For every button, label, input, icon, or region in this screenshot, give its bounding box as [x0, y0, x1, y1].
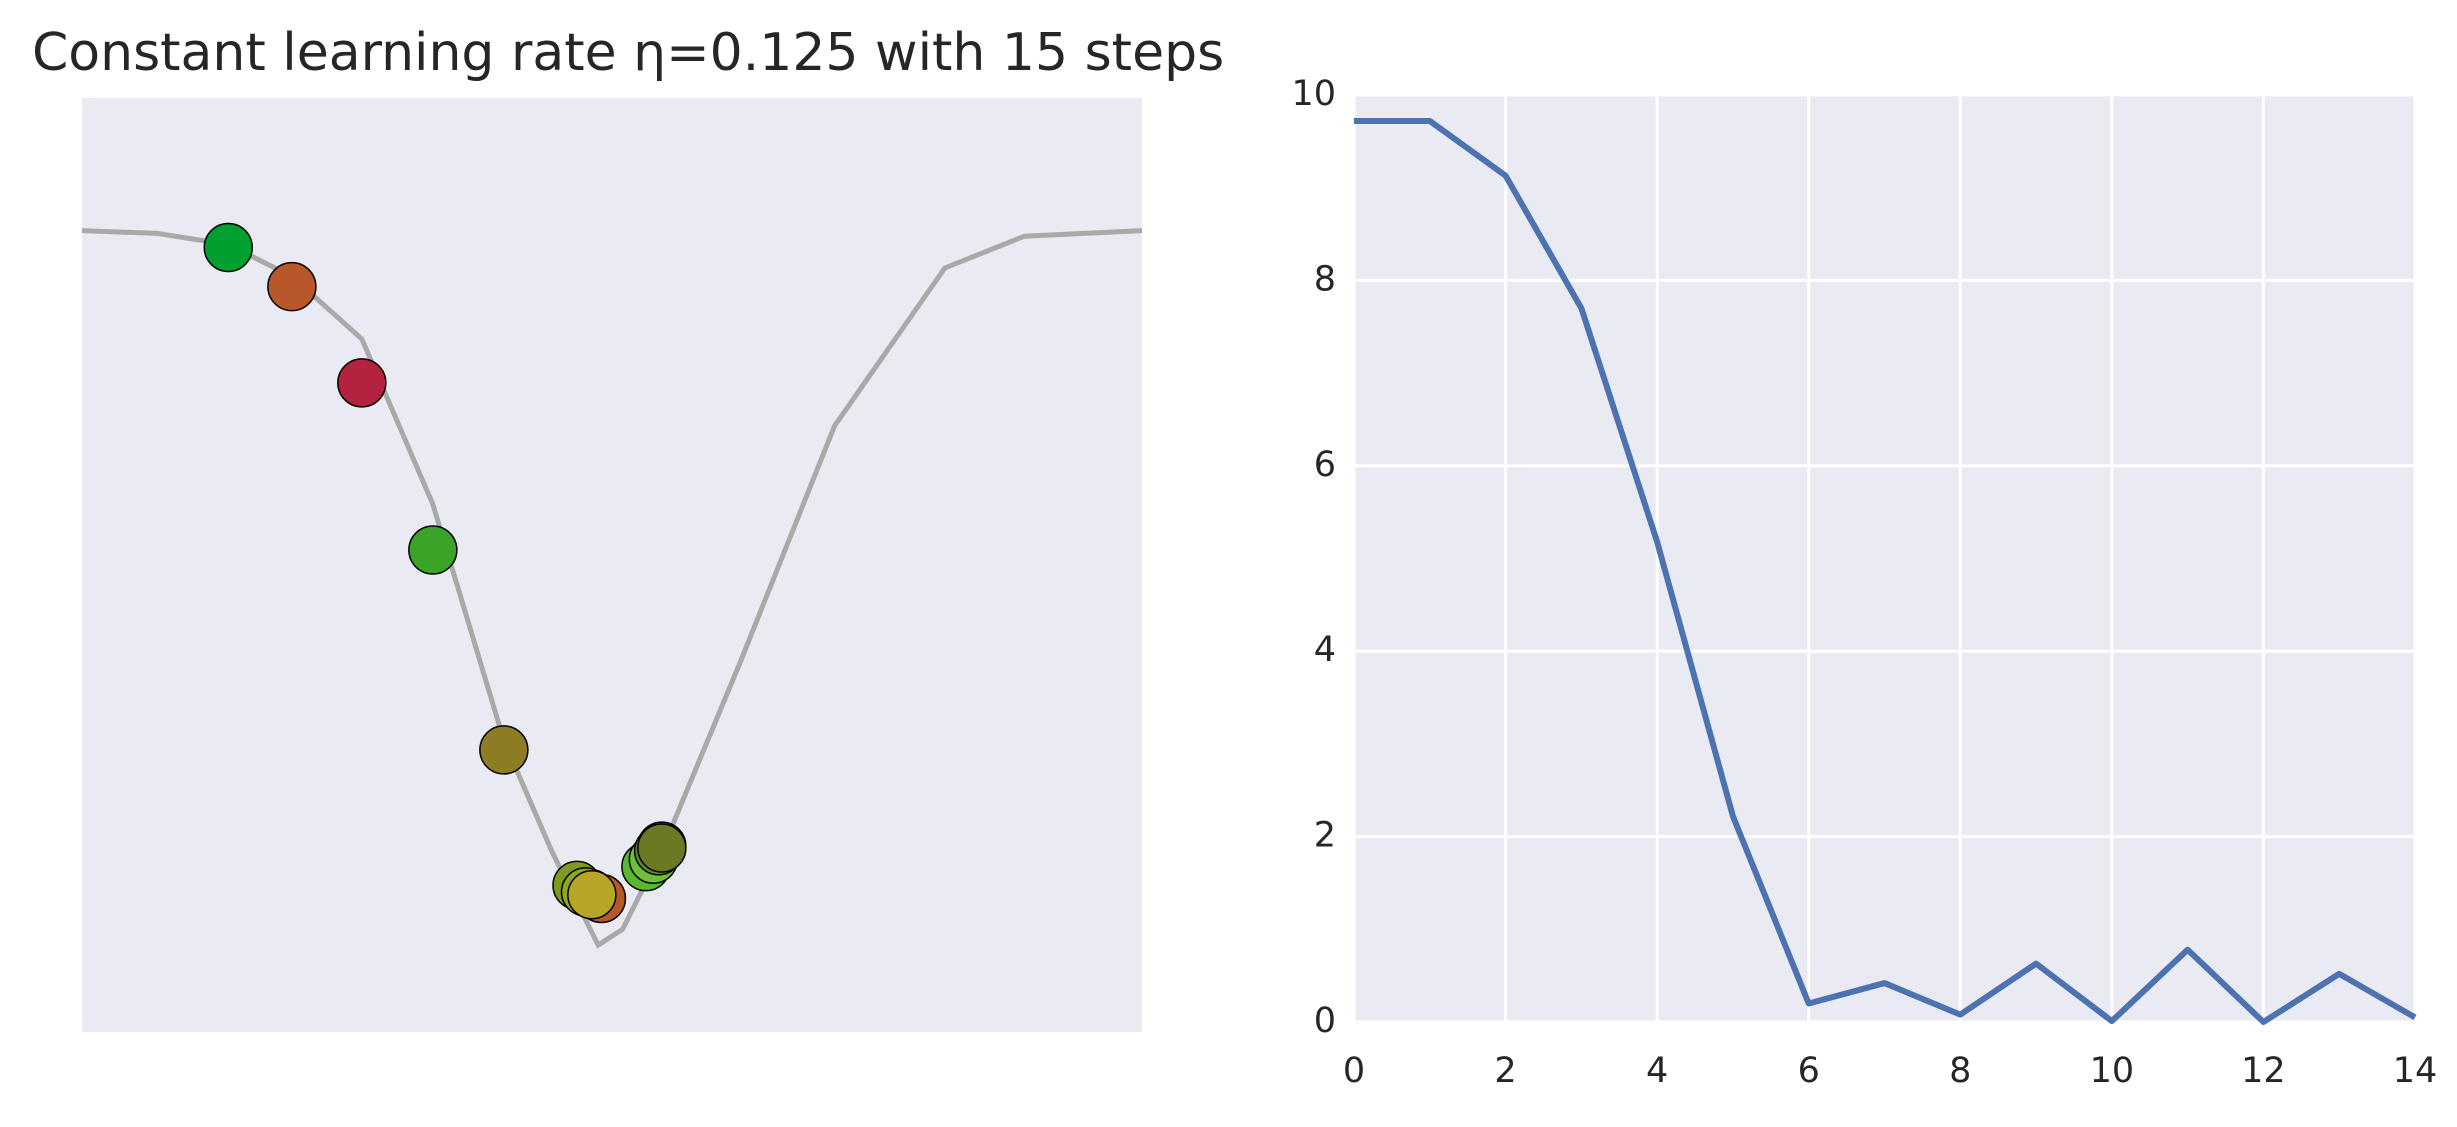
y-tick-label: 2 — [1314, 816, 1336, 856]
x-tick-label: 4 — [1646, 1051, 1668, 1091]
step-point — [637, 823, 687, 873]
step-point — [337, 358, 387, 408]
x-tick-label: 8 — [1949, 1051, 1971, 1091]
x-tick-label: 6 — [1798, 1051, 1820, 1091]
y-tick-label: 8 — [1314, 259, 1336, 299]
step-point — [203, 222, 254, 273]
plot-area — [1354, 95, 2415, 1022]
x-tick-label: 14 — [2393, 1051, 2438, 1091]
data-line — [1354, 117, 2417, 1025]
step-point — [479, 725, 529, 775]
step-point — [567, 869, 617, 920]
x-tick-label: 2 — [1494, 1051, 1516, 1091]
y-tick-label: 0 — [1314, 1001, 1336, 1041]
x-tick-label: 10 — [2090, 1051, 2135, 1091]
y-tick-label: 4 — [1314, 630, 1336, 670]
x-tick-label: 0 — [1343, 1051, 1365, 1091]
y-tick-label: 10 — [1291, 74, 1336, 114]
chart-title: Constant learning rate η=0.125 with 15 s… — [32, 23, 1224, 83]
x-tick-label: 12 — [2241, 1051, 2286, 1091]
step-point — [408, 525, 458, 575]
y-tick-label: 6 — [1314, 445, 1336, 485]
step-point — [267, 261, 317, 312]
